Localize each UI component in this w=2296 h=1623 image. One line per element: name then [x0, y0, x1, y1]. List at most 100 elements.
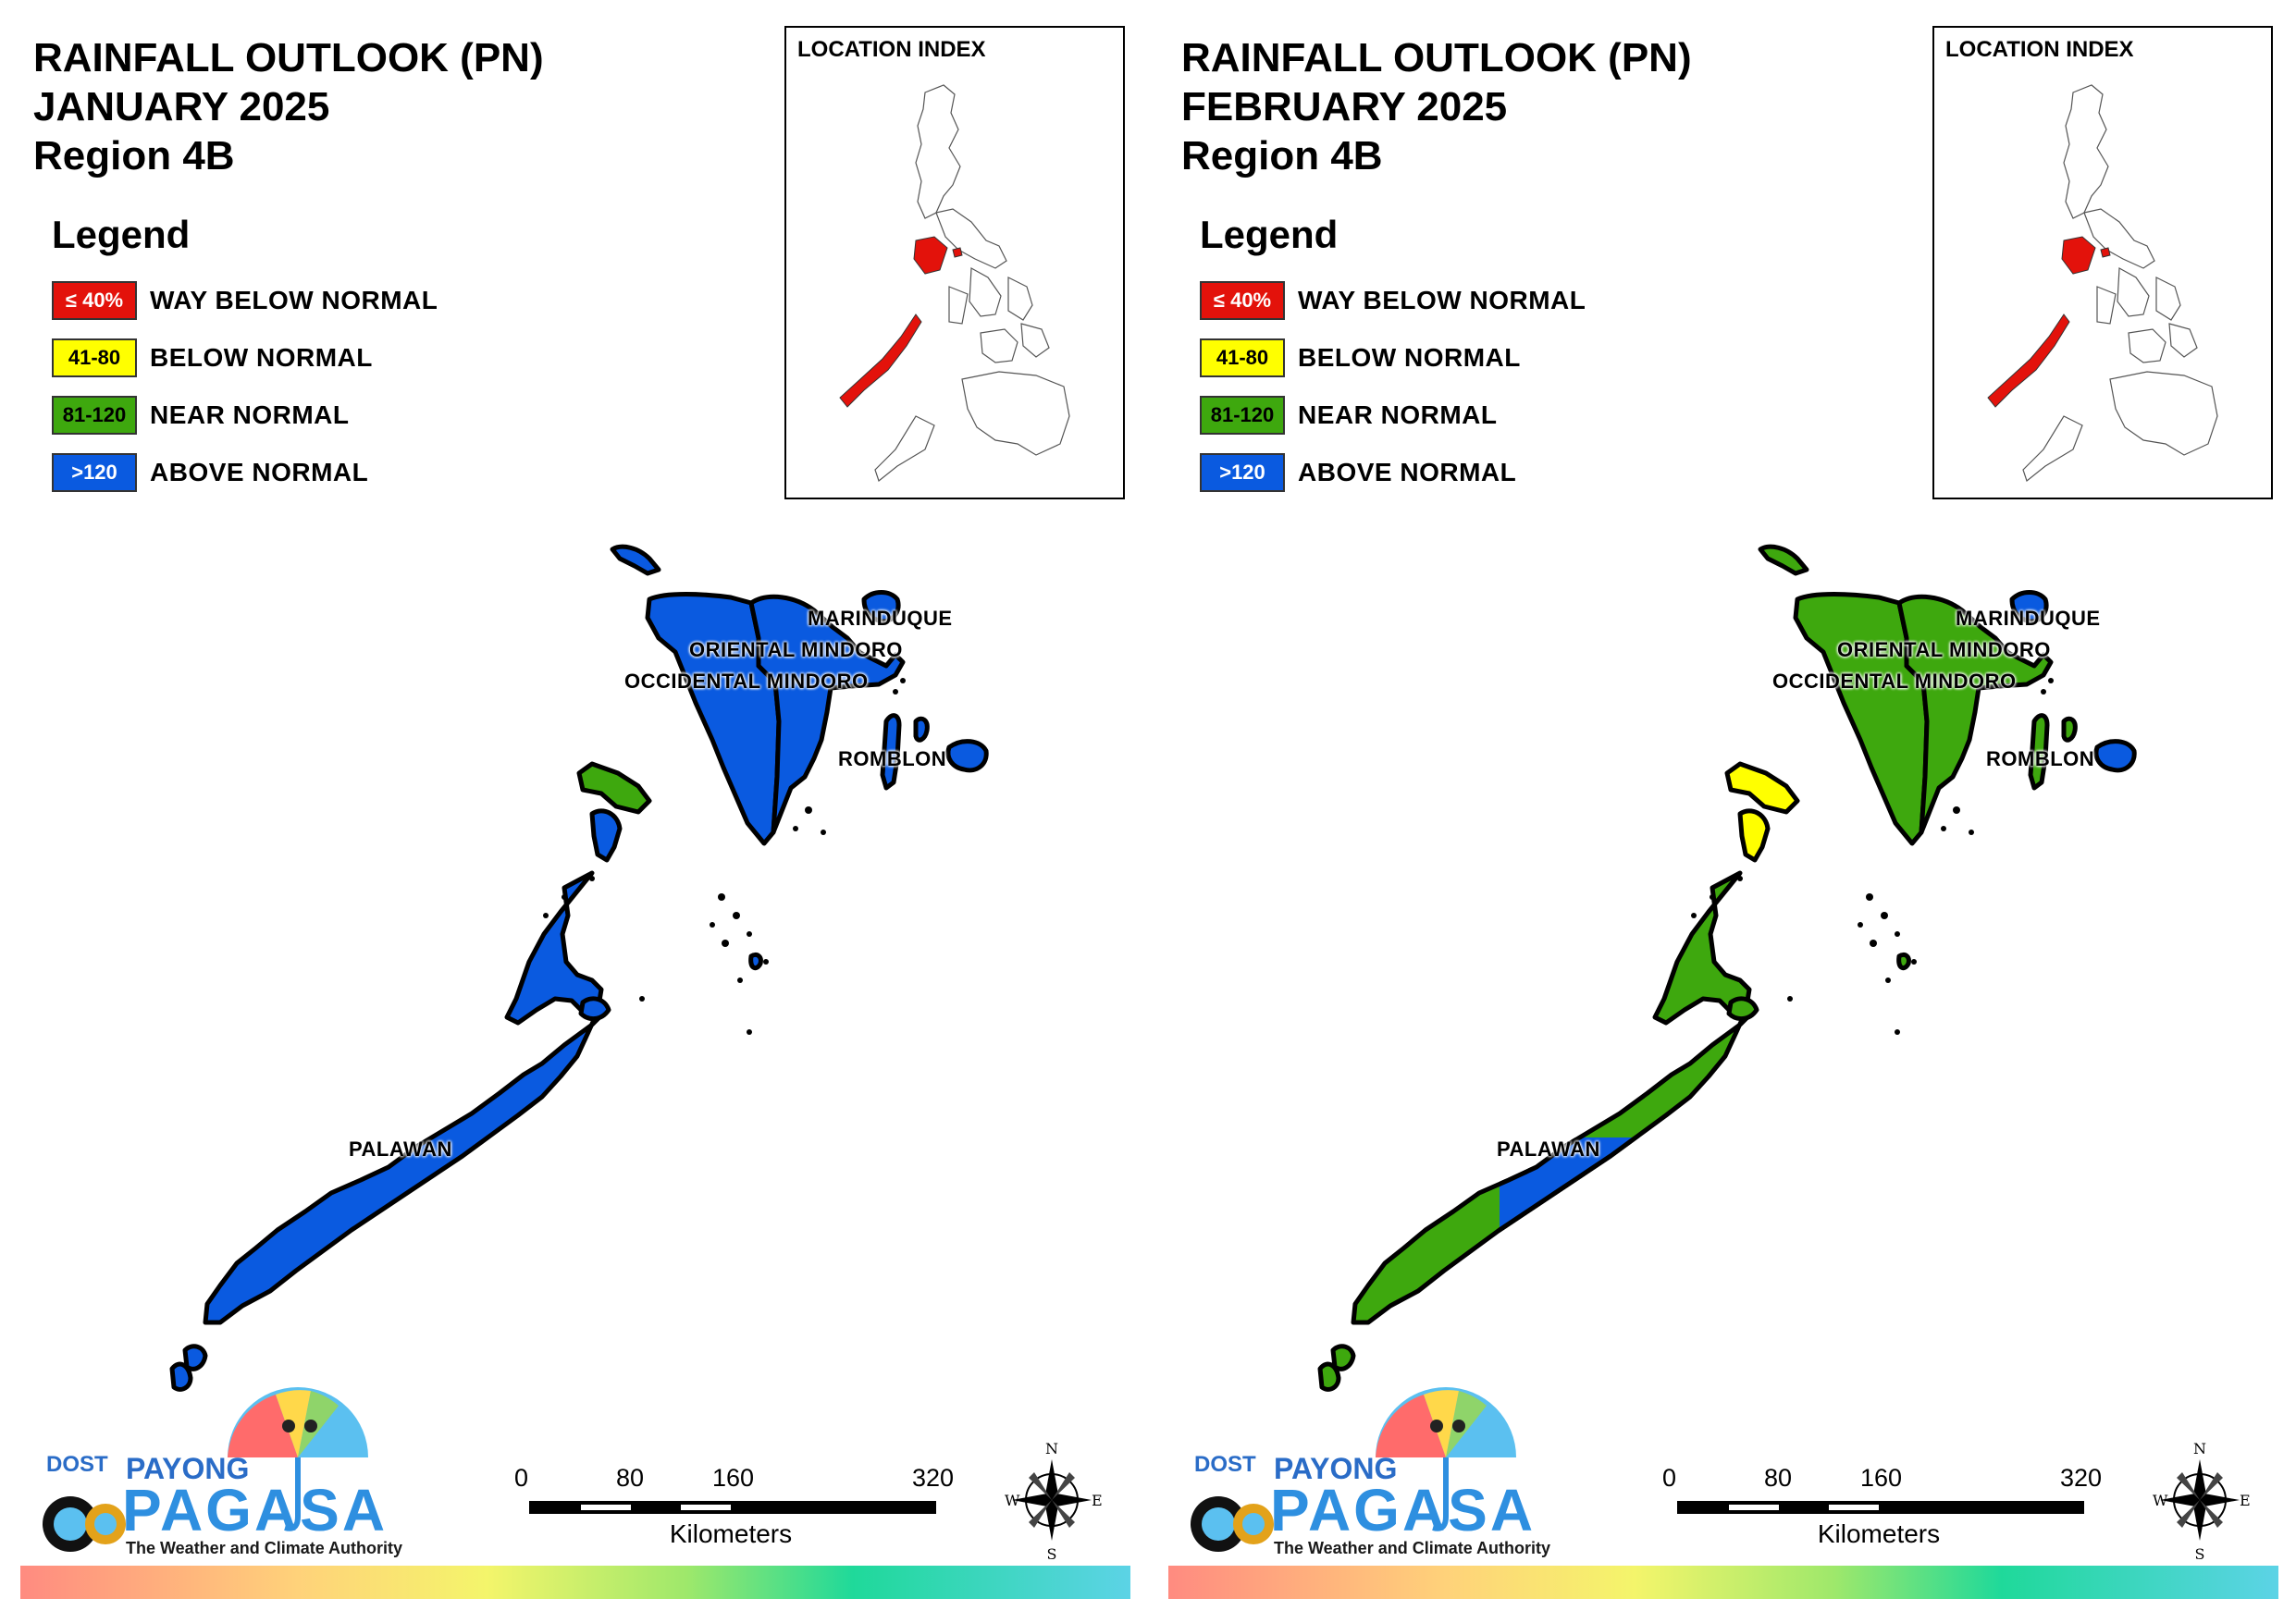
legend: Legend ≤ 40% WAY BELOW NORMAL 41-80 BELO…: [52, 213, 438, 509]
province-label-palawan: PALAWAN: [1497, 1137, 1600, 1161]
lubang-island: [612, 547, 659, 573]
outlook-panel-january: RAINFALL OUTLOOK (PN) JANUARY 2025 Regio…: [0, 26, 1148, 1599]
compass-e: E: [1092, 1492, 1103, 1509]
province-label-marinduque: MARINDUQUE: [1956, 607, 2101, 630]
legend-swatch: ≤ 40%: [1200, 281, 1285, 320]
legend-item-near-normal: 81-120 NEAR NORMAL: [1200, 394, 1586, 436]
scale-tick: 80: [1764, 1464, 1793, 1492]
region-4b-map: [0, 518, 1148, 1406]
legend-item-way-below-normal: ≤ 40% WAY BELOW NORMAL: [1200, 279, 1586, 322]
title-line-3: Region 4B: [1181, 133, 1383, 178]
balabac-shape: [185, 1346, 205, 1370]
scale-tick: 80: [616, 1464, 645, 1492]
scale-tick: 320: [912, 1464, 955, 1492]
balabac-shape: [1333, 1346, 1353, 1370]
province-label-romblon: ROMBLON: [838, 747, 947, 770]
legend-item-near-normal: 81-120 NEAR NORMAL: [52, 394, 438, 436]
compass-s: S: [2195, 1545, 2205, 1561]
compass-rose-icon: N S W E: [1001, 1440, 1103, 1566]
title-line-3: Region 4B: [33, 133, 235, 178]
compass-rose-icon: N S W E: [2149, 1440, 2251, 1566]
legend-label: ABOVE NORMAL: [150, 458, 369, 486]
lubang-island: [1760, 547, 1807, 573]
footer-gradient-bar: [1168, 1566, 2278, 1599]
pagasa-logo: DOST PAYONG PAGASA The Weather and Clima…: [1181, 1387, 1550, 1563]
pagasa-text: PAGASA: [1270, 1477, 1537, 1543]
outlook-panel-february: RAINFALL OUTLOOK (PN) FEBRUARY 2025 Regi…: [1148, 0, 2296, 1623]
province-label-oriental-mindoro: ORIENTAL MINDORO: [689, 638, 903, 661]
pagasa-logo: DOST PAYONG PAGASA The Weather and Clima…: [33, 1387, 402, 1563]
compass-w: W: [1005, 1492, 1020, 1509]
scale-unit: Kilometers: [1817, 1519, 1941, 1548]
dost-text: DOST: [46, 1452, 108, 1477]
location-index-title: LOCATION INDEX: [797, 37, 986, 62]
tagline-text: The Weather and Climate Authority: [126, 1539, 403, 1557]
title-line-2: FEBRUARY 2025: [1181, 84, 1508, 129]
scale-tick: 0: [514, 1464, 529, 1492]
scale-bar: 0 80 160 320 Kilometers: [1662, 1457, 2102, 1558]
province-label-occidental-mindoro: OCCIDENTAL MINDORO: [624, 670, 869, 693]
palawan-north-shape: [1740, 811, 1768, 860]
philippines-index-map: [839, 84, 1070, 483]
cuyo-shape: [751, 954, 761, 967]
legend-item-above-normal: >120 ABOVE NORMAL: [1200, 451, 1586, 494]
legend-item-way-below-normal: ≤ 40% WAY BELOW NORMAL: [52, 279, 438, 322]
scale-bar-graphic: [1677, 1501, 2084, 1514]
umbrella-icon: [1191, 1387, 1516, 1552]
legend-label: ABOVE NORMAL: [1298, 458, 1517, 486]
scale-bar: 0 80 160 320 Kilometers: [514, 1457, 954, 1558]
legend-title: Legend: [52, 213, 191, 256]
compass-e: E: [2240, 1492, 2251, 1509]
tagline-text: The Weather and Climate Authority: [1274, 1539, 1551, 1557]
busuanga-shape: [1727, 764, 1797, 812]
location-index-title: LOCATION INDEX: [1945, 37, 2134, 62]
province-label-marinduque: MARINDUQUE: [808, 607, 953, 630]
legend-label: BELOW NORMAL: [150, 343, 373, 372]
scale-unit: Kilometers: [669, 1519, 793, 1548]
legend-swatch: 41-80: [1200, 338, 1285, 377]
province-label-oriental-mindoro: ORIENTAL MINDORO: [1837, 638, 2051, 661]
philippines-index-map: [1987, 84, 2218, 483]
legend-swatch: ≤ 40%: [52, 281, 137, 320]
cuyo-shape: [1899, 954, 1909, 967]
legend-swatch: >120: [1200, 453, 1285, 492]
busuanga-shape: [579, 764, 649, 812]
province-label-romblon: ROMBLON: [1986, 747, 2095, 770]
legend-item-below-normal: 41-80 BELOW NORMAL: [52, 337, 438, 379]
dumaran-shape: [581, 999, 609, 1019]
legend-swatch: >120: [52, 453, 137, 492]
map-title: RAINFALL OUTLOOK (PN) FEBRUARY 2025 Regi…: [1181, 33, 1692, 180]
romblon-island-shape: [2064, 719, 2075, 740]
legend-swatch: 81-120: [1200, 396, 1285, 435]
legend-title: Legend: [1200, 213, 1339, 256]
sibuyan-shape: [2096, 742, 2134, 770]
scale-tick: 320: [2060, 1464, 2103, 1492]
scale-tick: 160: [1860, 1464, 1903, 1492]
palawan-mainland-shape: [1353, 873, 1755, 1322]
footer-gradient-bar: [20, 1566, 1130, 1599]
location-index: LOCATION INDEX: [784, 26, 1125, 499]
province-label-occidental-mindoro: OCCIDENTAL MINDORO: [1772, 670, 2017, 693]
province-label-palawan: PALAWAN: [349, 1137, 452, 1161]
dumaran-shape: [1729, 999, 1757, 1019]
compass-w: W: [2153, 1492, 2168, 1509]
map-title: RAINFALL OUTLOOK (PN) JANUARY 2025 Regio…: [33, 33, 544, 180]
payong-text: PAYONG: [126, 1452, 250, 1485]
legend: Legend ≤ 40% WAY BELOW NORMAL 41-80 BELO…: [1200, 213, 1586, 509]
legend-label: WAY BELOW NORMAL: [1298, 286, 1586, 314]
scale-tick: 0: [1662, 1464, 1677, 1492]
legend-swatch: 81-120: [52, 396, 137, 435]
legend-item-above-normal: >120 ABOVE NORMAL: [52, 451, 438, 494]
palawan-mainland-shape: [205, 873, 607, 1322]
compass-n: N: [1045, 1441, 1058, 1457]
compass-s: S: [1047, 1545, 1057, 1561]
legend-label: WAY BELOW NORMAL: [150, 286, 438, 314]
scale-bar-graphic: [529, 1501, 936, 1514]
title-line-2: JANUARY 2025: [33, 84, 330, 129]
southern-islet-shape: [172, 1364, 191, 1389]
title-line-1: RAINFALL OUTLOOK (PN): [33, 35, 544, 80]
compass-n: N: [2193, 1441, 2206, 1457]
payong-text: PAYONG: [1274, 1452, 1398, 1485]
legend-item-below-normal: 41-80 BELOW NORMAL: [1200, 337, 1586, 379]
southern-islet-shape: [1320, 1364, 1339, 1389]
